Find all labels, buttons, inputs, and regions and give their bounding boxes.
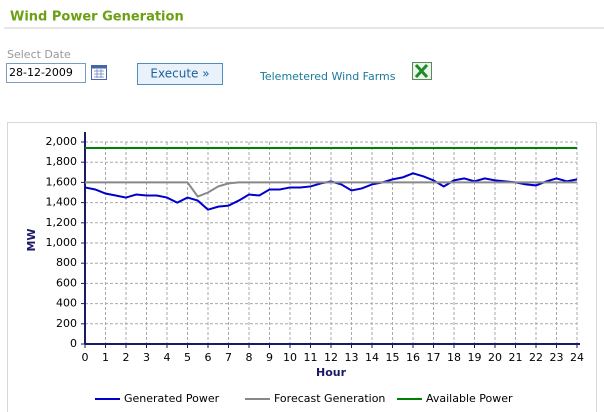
x-tick-label: 11 [304, 351, 318, 364]
chart-panel [7, 122, 597, 412]
y-tick-label: 1,600 [46, 175, 78, 188]
y-tick-label: 1,400 [46, 196, 78, 209]
y-axis-label: MW [25, 228, 38, 251]
legend-label: Available Power [426, 392, 513, 405]
x-tick-label: 8 [246, 351, 253, 364]
y-tick-label: 800 [56, 256, 77, 269]
x-tick-label: 14 [365, 351, 379, 364]
excel-icon[interactable] [412, 62, 432, 80]
x-tick-label: 17 [427, 351, 441, 364]
x-tick-label: 12 [324, 351, 338, 364]
x-tick-label: 16 [406, 351, 420, 364]
y-tick-label: 2,000 [46, 135, 78, 148]
y-tick-label: 400 [56, 297, 77, 310]
x-tick-label: 5 [184, 351, 191, 364]
x-tick-label: 18 [447, 351, 461, 364]
x-tick-label: 20 [488, 351, 502, 364]
x-tick-label: 6 [205, 351, 212, 364]
date-input[interactable] [6, 63, 86, 83]
execute-label[interactable]: Execute » [150, 67, 209, 81]
y-tick-label: 600 [56, 276, 77, 289]
x-tick-label: 21 [509, 351, 523, 364]
x-tick-label: 23 [550, 351, 564, 364]
y-tick-label: 0 [70, 337, 77, 350]
y-tick-label: 1,200 [46, 216, 78, 229]
x-tick-label: 10 [283, 351, 297, 364]
x-tick-label: 7 [225, 351, 232, 364]
series-line [84, 172, 578, 211]
date-label: Select Date [7, 48, 71, 61]
x-axis-label: Hour [316, 366, 347, 379]
legend-label: Generated Power [124, 392, 220, 405]
x-tick-label: 24 [570, 351, 584, 364]
x-tick-label: 9 [266, 351, 273, 364]
farms-link[interactable]: Telemetered Wind Farms [259, 70, 396, 83]
x-tick-label: 13 [345, 351, 359, 364]
legend-label: Forecast Generation [274, 392, 385, 405]
page-title: Wind Power Generation [10, 10, 184, 25]
date-value[interactable]: 28-12-2009 [9, 66, 73, 79]
y-tick-label: 200 [56, 317, 77, 330]
y-tick-label: 1,000 [46, 236, 78, 249]
x-tick-label: 2 [123, 351, 130, 364]
x-tick-label: 19 [468, 351, 482, 364]
x-tick-label: 1 [102, 351, 109, 364]
x-tick-label: 4 [164, 351, 171, 364]
x-tick-label: 0 [82, 351, 89, 364]
calendar-icon[interactable] [91, 65, 107, 80]
y-tick-label: 1,800 [46, 155, 78, 168]
x-tick-label: 15 [386, 351, 400, 364]
execute-button[interactable] [137, 63, 223, 85]
x-tick-label: 3 [143, 351, 150, 364]
series-line [85, 181, 577, 198]
x-tick-label: 22 [529, 351, 543, 364]
